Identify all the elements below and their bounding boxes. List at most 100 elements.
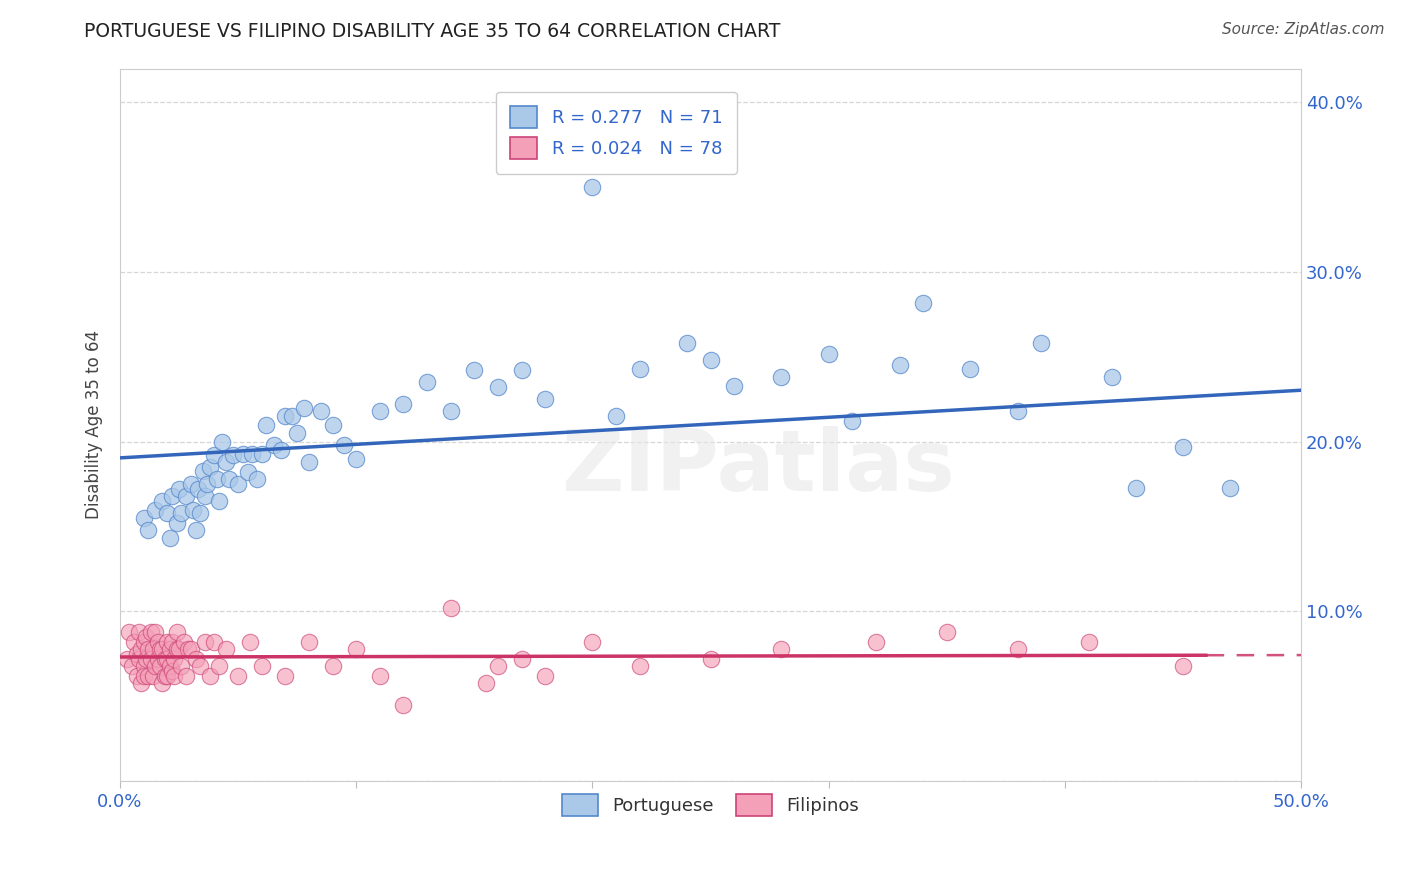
- Point: [125, 647, 148, 661]
- Point: [298, 455, 321, 469]
- Point: [145, 502, 167, 516]
- Point: [156, 635, 179, 649]
- Point: [368, 404, 391, 418]
- Point: [180, 477, 202, 491]
- Legend: Portuguese, Filipinos: Portuguese, Filipinos: [553, 785, 868, 825]
- Point: [115, 652, 138, 666]
- Point: [205, 472, 228, 486]
- Point: [817, 346, 839, 360]
- Point: [270, 443, 292, 458]
- Point: [440, 601, 463, 615]
- Point: [159, 658, 181, 673]
- Point: [132, 658, 155, 673]
- Point: [250, 658, 273, 673]
- Point: [232, 447, 254, 461]
- Point: [145, 624, 167, 639]
- Point: [392, 698, 415, 712]
- Point: [181, 502, 204, 516]
- Point: [1171, 658, 1194, 673]
- Point: [322, 658, 344, 673]
- Point: [274, 669, 297, 683]
- Point: [198, 460, 221, 475]
- Point: [194, 489, 217, 503]
- Point: [605, 409, 627, 424]
- Point: [240, 447, 263, 461]
- Point: [1007, 404, 1029, 418]
- Point: [156, 506, 179, 520]
- Point: [218, 472, 240, 486]
- Point: [628, 658, 651, 673]
- Point: [226, 477, 249, 491]
- Point: [322, 417, 344, 432]
- Point: [1101, 370, 1123, 384]
- Text: ZIPatlas: ZIPatlas: [561, 426, 955, 509]
- Point: [1219, 481, 1241, 495]
- Point: [195, 477, 218, 491]
- Point: [211, 434, 233, 449]
- Point: [166, 516, 188, 530]
- Point: [184, 523, 207, 537]
- Point: [194, 635, 217, 649]
- Point: [475, 675, 498, 690]
- Point: [226, 669, 249, 683]
- Point: [344, 451, 367, 466]
- Point: [159, 641, 181, 656]
- Point: [142, 669, 165, 683]
- Point: [188, 506, 211, 520]
- Point: [935, 624, 957, 639]
- Point: [156, 652, 179, 666]
- Point: [166, 641, 188, 656]
- Point: [180, 641, 202, 656]
- Point: [250, 447, 273, 461]
- Point: [865, 635, 887, 649]
- Point: [174, 489, 197, 503]
- Point: [187, 482, 209, 496]
- Point: [208, 658, 231, 673]
- Point: [236, 465, 259, 479]
- Point: [292, 401, 315, 415]
- Point: [152, 494, 174, 508]
- Point: [1031, 336, 1053, 351]
- Point: [699, 652, 721, 666]
- Point: [309, 404, 332, 418]
- Point: [510, 363, 533, 377]
- Point: [167, 641, 190, 656]
- Point: [153, 652, 176, 666]
- Point: [166, 624, 188, 639]
- Point: [912, 295, 935, 310]
- Point: [1077, 635, 1099, 649]
- Point: [173, 635, 195, 649]
- Point: [135, 652, 157, 666]
- Point: [534, 669, 557, 683]
- Point: [510, 652, 533, 666]
- Point: [344, 641, 367, 656]
- Point: [129, 641, 152, 656]
- Point: [274, 409, 297, 424]
- Point: [153, 669, 176, 683]
- Point: [122, 635, 145, 649]
- Point: [135, 630, 157, 644]
- Point: [959, 361, 981, 376]
- Point: [463, 363, 485, 377]
- Point: [699, 353, 721, 368]
- Point: [139, 652, 162, 666]
- Point: [1125, 481, 1147, 495]
- Point: [132, 635, 155, 649]
- Point: [146, 635, 169, 649]
- Point: [160, 664, 183, 678]
- Point: [191, 464, 214, 478]
- Point: [486, 658, 509, 673]
- Point: [132, 511, 155, 525]
- Point: [208, 494, 231, 508]
- Point: [121, 658, 143, 673]
- Point: [142, 641, 165, 656]
- Point: [841, 414, 863, 428]
- Point: [1171, 440, 1194, 454]
- Point: [198, 669, 221, 683]
- Point: [163, 652, 186, 666]
- Point: [239, 635, 262, 649]
- Point: [770, 370, 793, 384]
- Point: [333, 438, 356, 452]
- Point: [136, 641, 159, 656]
- Point: [770, 641, 793, 656]
